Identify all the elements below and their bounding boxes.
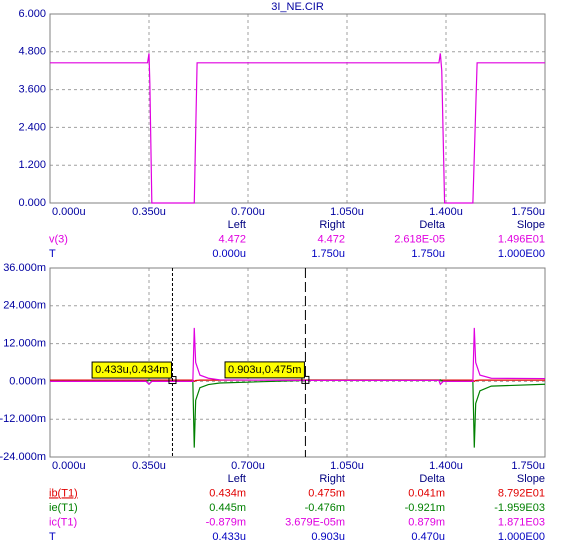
legend-label: ic(T1) — [49, 516, 77, 528]
readout-cell: 1.750u — [311, 248, 345, 260]
x-tick-label: 0.000u — [52, 206, 86, 218]
readout-header: Left — [228, 219, 246, 231]
readout-cell: 0.434m — [209, 487, 246, 499]
readout-header: Delta — [419, 219, 446, 231]
readout-cell: 3.679E-05m — [285, 516, 345, 528]
cursor-label: 0.433u,0.434m — [91, 361, 172, 379]
cursor-label-box — [224, 361, 305, 379]
readout-header: Right — [319, 219, 345, 231]
y-tick-label: 24.000m — [3, 300, 46, 312]
readout-time-label: T — [49, 248, 56, 260]
readout-header: Delta — [419, 473, 446, 485]
readout-header: Left — [228, 473, 246, 485]
x-tick-label: 1.050u — [330, 206, 364, 218]
y-tick-label: -24.000m — [0, 451, 46, 463]
chart-title: 3I_NE.CIR — [271, 1, 324, 13]
y-tick-label: -12.000m — [0, 413, 46, 425]
readout-cell: -0.921m — [405, 502, 445, 514]
readout-cell: 0.000u — [212, 248, 246, 260]
cursor-label-text: 0.433u,0.434m — [95, 364, 168, 376]
x-tick-label: 1.400u — [429, 460, 463, 472]
y-tick-label: 0.000m — [9, 375, 46, 387]
readout-cell: 0.433u — [212, 531, 246, 540]
y-tick-label: 1.200 — [18, 159, 46, 171]
readout-cell: 2.618E-05 — [394, 233, 445, 245]
readout-cell: 0.903u — [311, 531, 345, 540]
readout-cell: 1.750u — [411, 248, 445, 260]
series-line — [50, 53, 545, 204]
y-tick-label: 4.800 — [18, 46, 46, 58]
y-tick-label: 12.000m — [3, 338, 46, 350]
cursor-point — [301, 375, 310, 384]
readout-cell: 1.000E00 — [498, 531, 545, 540]
y-tick-label: 0.000 — [18, 197, 46, 209]
legend-label: ib(T1) — [49, 487, 78, 499]
y-tick-label: 2.400 — [18, 121, 46, 133]
readout-cell: 0.475m — [308, 487, 345, 499]
y-tick-label: 6.000 — [18, 8, 46, 20]
readout-cell: 0.445m — [209, 502, 246, 514]
x-tick-label: 0.000u — [52, 460, 86, 472]
cursor-label-box — [91, 361, 172, 379]
readout-cell: 0.470u — [411, 531, 445, 540]
readout-cell: 1.496E01 — [498, 233, 545, 245]
readout-header: Slope — [517, 473, 545, 485]
legend-label: ie(T1) — [49, 502, 78, 514]
readout-cell: 1.871E03 — [498, 516, 545, 528]
cursor-label: 0.903u,0.475m — [224, 361, 305, 379]
cursor-label-text: 0.903u,0.475m — [228, 364, 301, 376]
x-tick-label: 0.700u — [231, 206, 265, 218]
x-tick-label: 0.700u — [231, 460, 265, 472]
x-tick-label: 1.750u — [511, 460, 545, 472]
plot-frame — [49, 13, 546, 204]
readout-cell: -0.879m — [206, 516, 246, 528]
plot-frame — [49, 267, 546, 458]
readout-cell: 1.000E00 — [498, 248, 545, 260]
readout-cell: -0.476m — [305, 502, 345, 514]
readout-header: Slope — [517, 219, 545, 231]
cursor-point — [168, 376, 177, 385]
readout-cell: 0.879m — [408, 516, 445, 528]
x-tick-label: 0.350u — [132, 460, 166, 472]
series-line — [50, 327, 546, 386]
readout-cell: 4.472 — [317, 233, 345, 245]
x-tick-label: 1.050u — [330, 460, 364, 472]
x-tick-label: 1.750u — [511, 206, 545, 218]
readout-header: Right — [319, 473, 345, 485]
series-line — [50, 379, 546, 448]
readout-cell: 0.041m — [408, 487, 445, 499]
legend-label: v(3) — [49, 233, 68, 245]
y-tick-label: 36.000m — [3, 262, 46, 274]
y-tick-label: 3.600 — [18, 84, 46, 96]
readout-cell: -1.959E03 — [494, 502, 545, 514]
readout-time-label: T — [49, 531, 56, 540]
readout-cell: 8.792E01 — [498, 487, 545, 499]
readout-cell: 4.472 — [218, 233, 246, 245]
x-tick-label: 0.350u — [132, 206, 166, 218]
x-tick-label: 1.400u — [429, 206, 463, 218]
